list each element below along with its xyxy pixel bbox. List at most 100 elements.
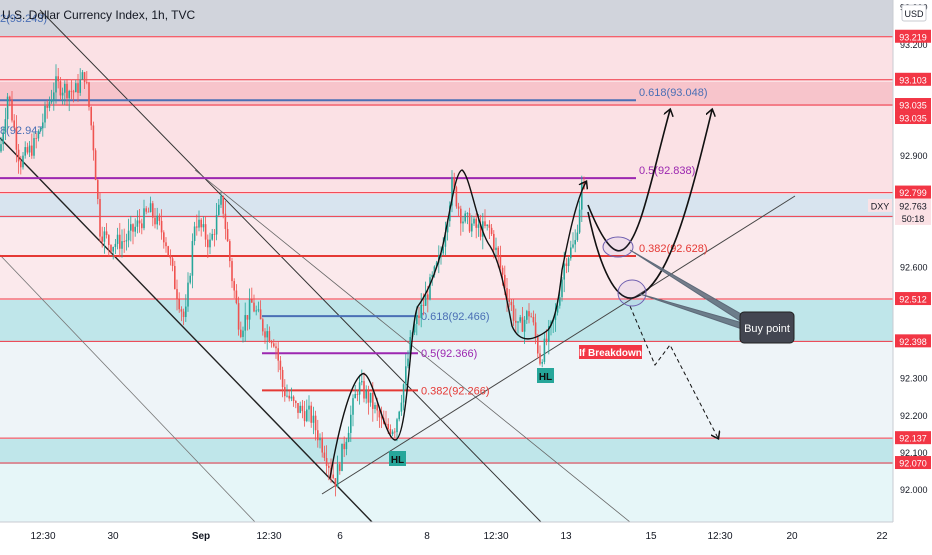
time-tick-label: 12:30 [256,531,281,542]
level-price-label: 93.103 [899,75,927,85]
candle-body [83,72,86,82]
candle-body [182,311,185,318]
candle-body [273,343,275,347]
candle-body [380,417,383,419]
time-tick-label: 30 [107,531,119,542]
level-price-badge [895,111,931,125]
candle-body [163,232,165,243]
candle-body [90,106,92,126]
candle-body [171,258,174,266]
candle-body [147,211,150,213]
trend-lines [0,9,796,522]
hl-label-left: HL [391,455,404,466]
price-tick-label: 92.600 [900,262,928,272]
candle-body [501,267,504,275]
channel-midline [0,254,256,522]
candle-body [248,299,251,320]
candle-body [156,215,158,225]
candle-body [413,323,416,333]
candle-body [275,346,277,349]
candle-body [488,224,491,228]
candle-body [31,145,33,156]
level-price-label: 92.799 [899,188,927,198]
time-tick-label: 8 [424,531,430,542]
candle-body [570,247,572,259]
candle-body [444,232,447,247]
candle-body [165,242,167,247]
candle-body [559,297,561,306]
hl-badge-left [389,451,406,466]
candle-body [204,224,207,240]
candle-body [75,83,77,93]
candle-body [301,405,304,412]
level-price-badge [895,185,931,199]
candle-body [37,131,40,139]
hl-badge-right [537,368,554,383]
candle-body [512,305,515,321]
currency-label: USD [904,9,924,19]
candle-body [332,474,334,479]
candle-body [209,239,211,248]
candle-body [431,274,433,278]
time-tick-label: Sep [192,531,210,542]
price-tick-label: 92.100 [900,448,928,458]
candle-body [545,338,548,342]
candle-body [519,317,521,322]
candle-body [526,311,528,320]
candle-body [13,120,15,128]
candle-body [407,358,409,367]
pattern-zigzag-path [329,169,586,479]
candle-body [9,96,11,100]
candle-body [334,478,337,487]
candle-body [396,419,398,433]
price-axis: 93.30093.20093.00092.90092.60092.30092.2… [868,0,932,550]
candle-body [99,199,101,237]
downtrend-channel-lower [0,137,373,522]
candle-body [88,82,90,107]
candle-body [132,224,134,232]
price-tick-label: 92.900 [900,151,928,161]
candle-body [290,396,293,399]
candle-body [499,256,502,268]
candle-body [475,218,477,228]
candle-body [35,138,37,139]
time-axis: 12:30 30 Sep 12:30 6 8 12:30 13 15 12:30 20 22 [0,521,932,550]
candle-body [556,305,559,313]
candle-body [141,223,143,229]
candle-body [266,331,268,338]
candle-body [130,224,132,231]
candle-body [257,309,260,311]
candle-body [143,208,145,229]
candle-body [72,91,75,93]
mid-pink-zone [0,218,893,300]
candle-body [572,244,574,248]
candle-body [299,405,301,413]
candle-body [508,299,510,302]
candle-body [226,228,229,242]
candle-body [363,381,365,399]
candle-body [105,231,108,236]
candle-body [446,221,449,233]
candle-body [578,209,581,233]
candle-body [193,226,196,242]
candle-body [26,147,29,153]
candle-body [460,208,462,224]
time-tick-label: 6 [337,531,343,542]
candle-body [402,384,405,403]
candle-body [314,415,317,431]
price-tick-label: 92.300 [900,374,928,384]
fib-left-label: 0.618(92.466) [421,311,490,323]
level-price-label: 92.137 [899,434,927,444]
candle-body [376,405,378,411]
candle-body [178,299,180,310]
candle-body [495,247,497,251]
candle-body [92,125,95,151]
candle-body [44,105,46,123]
candle-body [391,431,394,435]
candle-body [365,389,367,399]
candle-body [229,241,231,262]
resistance-zone-main [0,82,893,106]
currency-box [901,4,927,22]
